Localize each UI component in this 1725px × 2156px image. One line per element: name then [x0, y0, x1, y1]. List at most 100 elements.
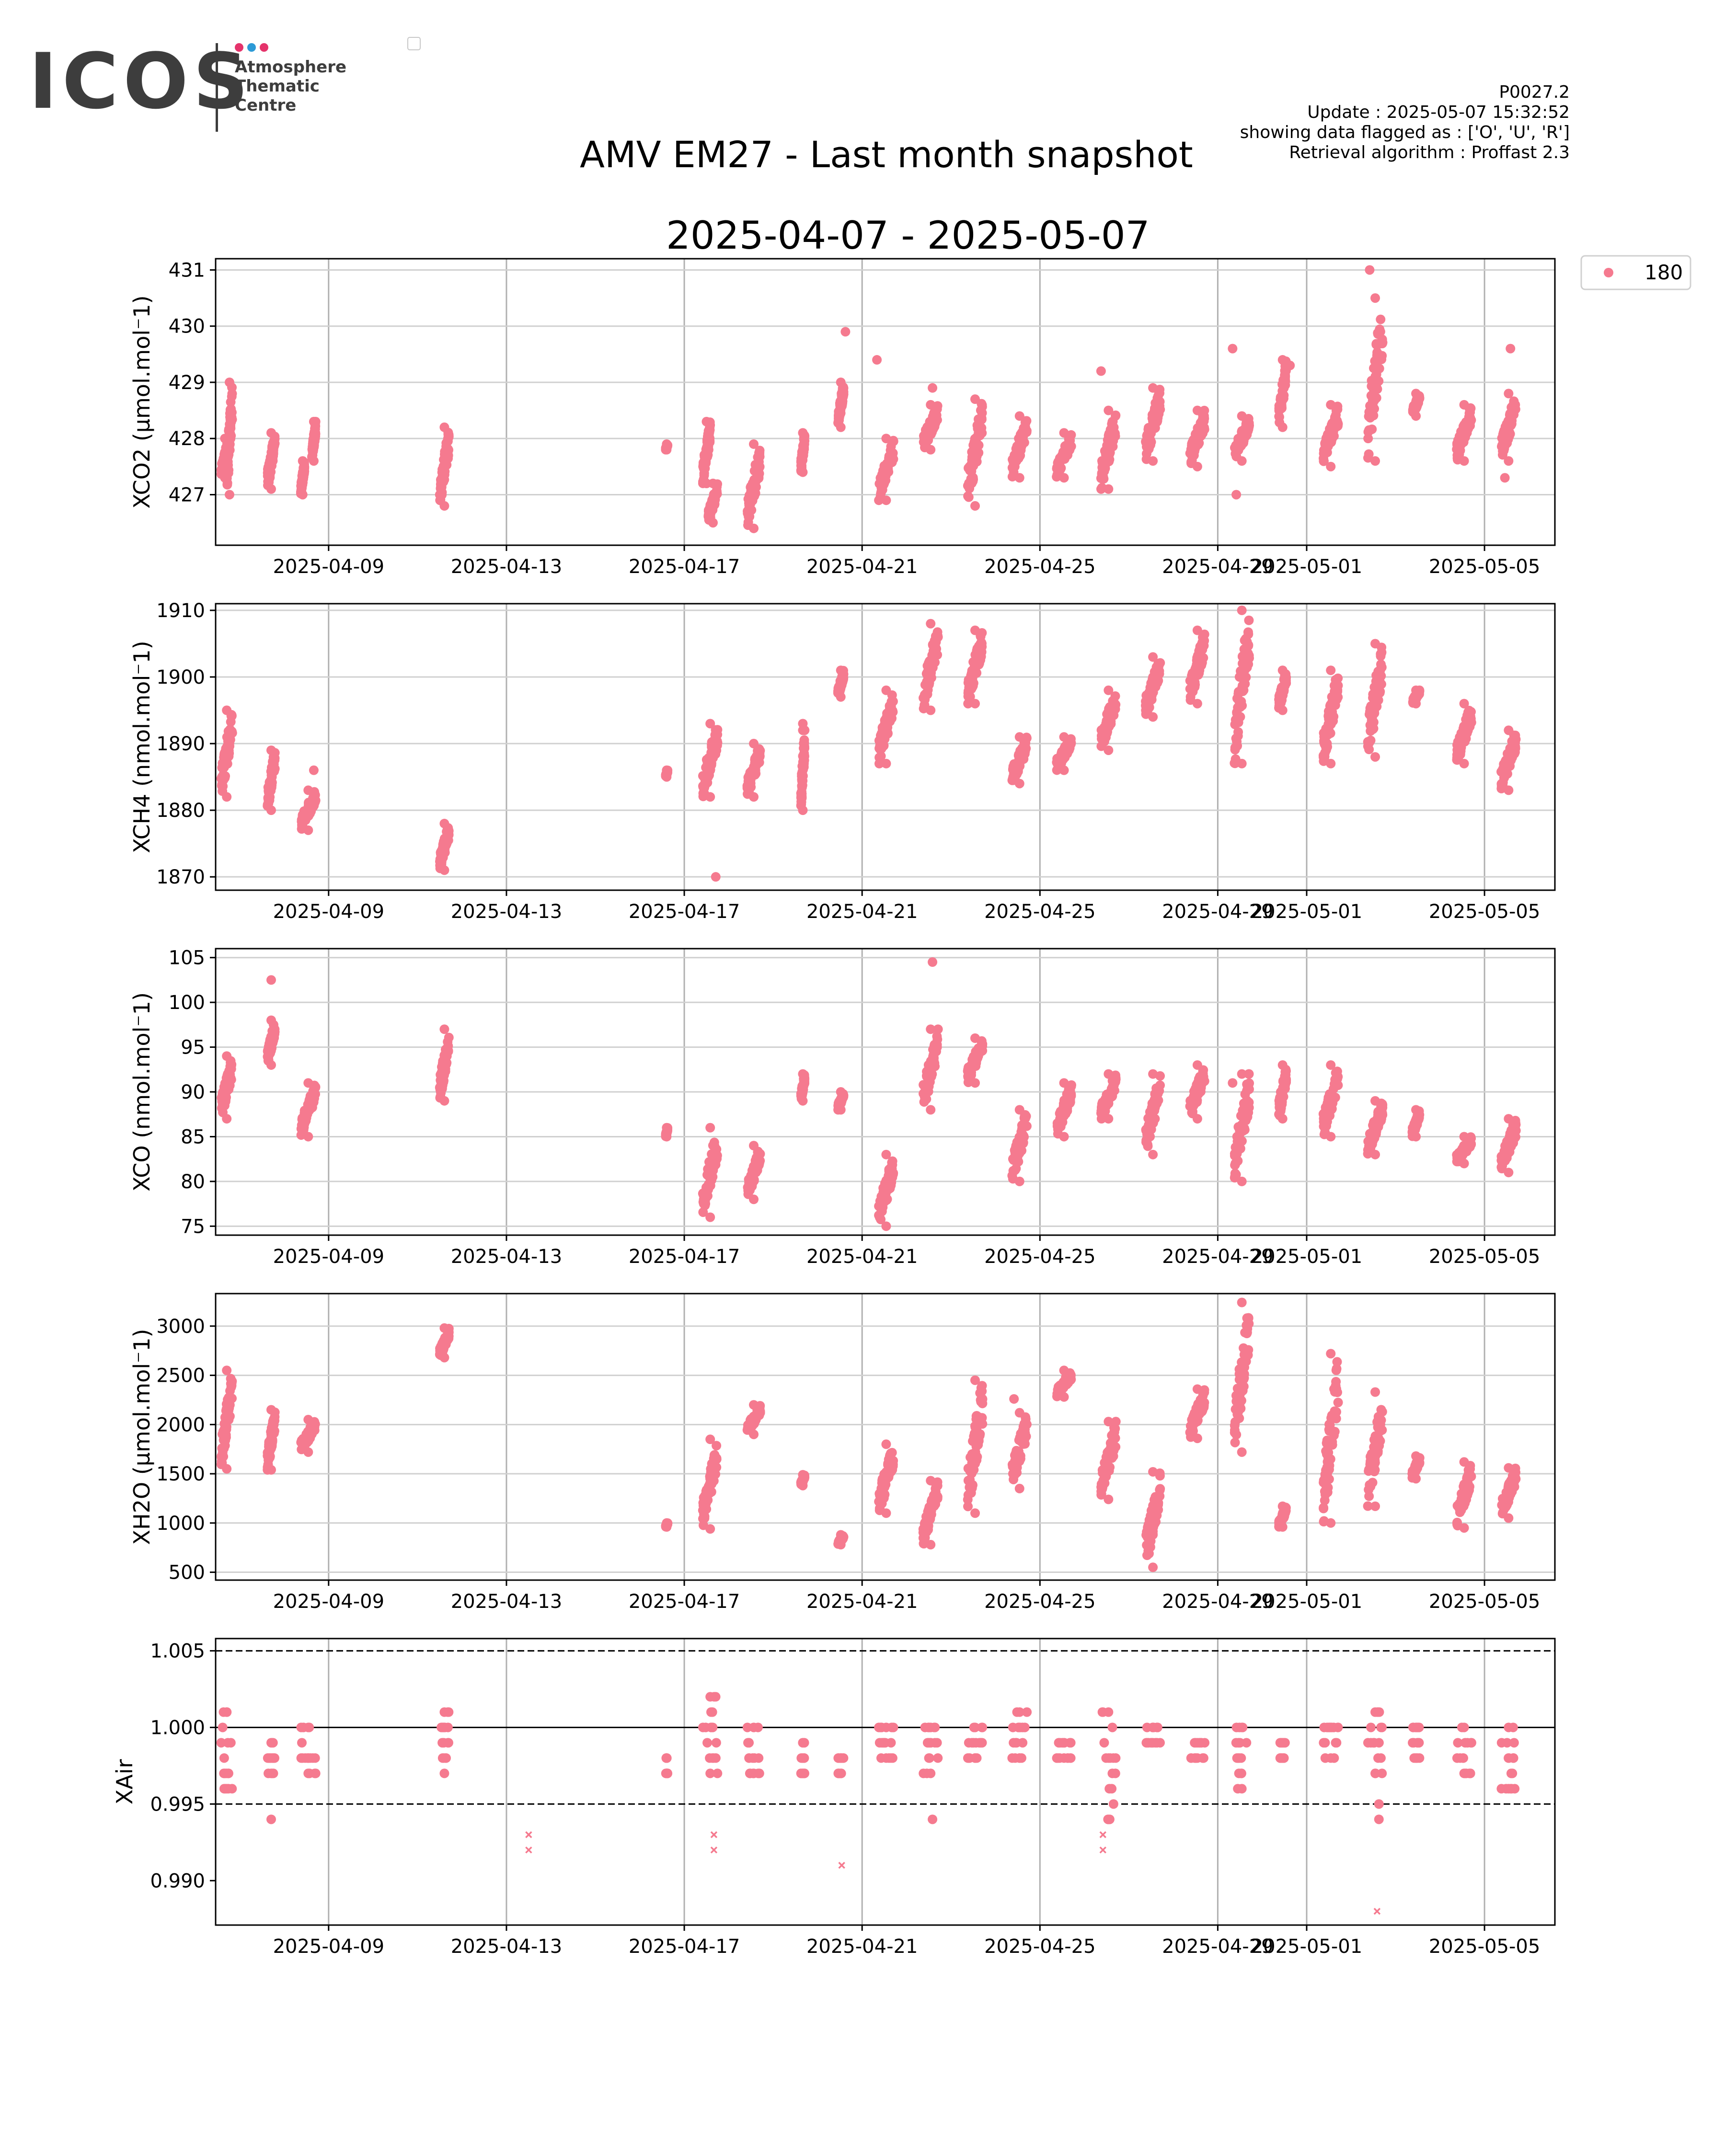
- data-point: [920, 435, 931, 445]
- data-point: [1192, 1060, 1202, 1070]
- x-tick-label: 2025-05-01: [1251, 901, 1362, 923]
- data-point: [1322, 447, 1332, 458]
- data-point: [1059, 428, 1069, 438]
- data-point: [268, 756, 278, 766]
- x-tick-label: 2025-04-09: [273, 1246, 384, 1268]
- data-point: [1327, 700, 1337, 710]
- data-point: [303, 1078, 313, 1088]
- data-point: [1150, 672, 1160, 682]
- data-point: [439, 469, 449, 479]
- x-tick-label: 2025-04-21: [806, 556, 918, 578]
- data-point: [977, 414, 987, 424]
- data-point: [705, 792, 715, 802]
- data-point: [1017, 1137, 1027, 1147]
- data-point: [1195, 642, 1205, 652]
- y-tick-label: 1900: [156, 666, 205, 688]
- data-point: [703, 1179, 713, 1189]
- data-point: [1459, 1132, 1469, 1142]
- y-axis-label: XCH4 (nmol.mol⁻1): [129, 641, 155, 853]
- data-point: [222, 465, 232, 475]
- data-point: [705, 425, 715, 435]
- data-point: [303, 785, 313, 795]
- x-tick-label: 2025-04-13: [451, 1246, 562, 1268]
- data-point: [662, 772, 672, 782]
- data-point: [926, 400, 936, 410]
- data-point: [218, 1100, 228, 1110]
- data-point: [1150, 1100, 1160, 1110]
- data-point: [222, 473, 232, 483]
- data-point: [926, 1024, 936, 1034]
- data-point: [266, 745, 276, 755]
- x-tick-label: 2025-04-21: [806, 1246, 918, 1268]
- data-point: [1232, 1136, 1242, 1147]
- data-point: [438, 477, 448, 487]
- data-point: [1149, 424, 1159, 434]
- x-tick-label: 2025-04-25: [984, 1246, 1095, 1268]
- data-point: [1501, 768, 1511, 779]
- data-point: [1368, 382, 1379, 392]
- data-point: [744, 1174, 754, 1184]
- data-point: [1018, 750, 1028, 760]
- data-point: [303, 1132, 313, 1142]
- data-point: [222, 759, 232, 769]
- data-point: [1148, 1069, 1158, 1079]
- data-point: [1104, 484, 1114, 494]
- data-point: [268, 439, 278, 449]
- data-point: [1059, 765, 1069, 775]
- data-point: [1321, 729, 1331, 739]
- data-point: [1053, 457, 1063, 467]
- data-point: [1412, 1120, 1422, 1130]
- data-point: [1237, 758, 1247, 768]
- data-point: [1237, 456, 1247, 466]
- data-point: [1370, 639, 1380, 649]
- data-point: [834, 412, 844, 422]
- data-point: [708, 518, 718, 528]
- data-point: [702, 443, 713, 453]
- data-point: [1059, 1078, 1069, 1088]
- data-point: [266, 428, 276, 438]
- data-point: [1503, 749, 1513, 759]
- data-point: [1332, 1068, 1342, 1078]
- data-point: [224, 1074, 234, 1084]
- x-tick-label: 2025-05-01: [1251, 1246, 1362, 1268]
- y-tick-label: 90: [181, 1081, 205, 1103]
- data-point: [1192, 436, 1202, 446]
- data-point: [1285, 360, 1295, 370]
- x-tick-label: 2025-04-25: [984, 556, 1095, 578]
- data-point: [1014, 779, 1024, 789]
- algorithm-text: Retrieval algorithm : Proffast 2.3: [1289, 143, 1570, 162]
- data-point: [709, 1137, 719, 1147]
- data-point: [1502, 1149, 1512, 1159]
- data-point: [1411, 699, 1421, 709]
- y-tick-label: 429: [169, 372, 205, 394]
- data-point: [1326, 758, 1336, 768]
- data-point: [1148, 712, 1158, 722]
- data-point: [1375, 324, 1385, 334]
- data-point: [753, 757, 763, 768]
- data-point: [878, 732, 888, 742]
- data-point: [437, 1080, 448, 1090]
- data-point: [874, 479, 885, 489]
- data-point: [1411, 1105, 1421, 1115]
- data-point: [439, 818, 449, 828]
- data-point: [1228, 1078, 1238, 1088]
- data-point: [840, 327, 851, 337]
- y-tick-label: 428: [169, 428, 205, 450]
- data-point: [1145, 683, 1155, 693]
- data-point: [1500, 473, 1510, 483]
- data-point: [881, 685, 891, 695]
- data-point: [1370, 371, 1380, 381]
- data-point: [711, 872, 721, 882]
- data-point: [310, 795, 321, 805]
- data-point: [749, 739, 759, 749]
- x-tick-label: 2025-04-21: [806, 901, 918, 923]
- data-point: [222, 1464, 232, 1474]
- data-point: [887, 1160, 897, 1170]
- data-point: [968, 440, 978, 450]
- data-point: [705, 719, 715, 729]
- logo-wordmark: ICOS: [29, 36, 253, 126]
- data-point: [1504, 456, 1514, 466]
- data-point: [933, 632, 943, 642]
- data-point: [712, 488, 722, 498]
- checkbox[interactable]: [407, 37, 421, 50]
